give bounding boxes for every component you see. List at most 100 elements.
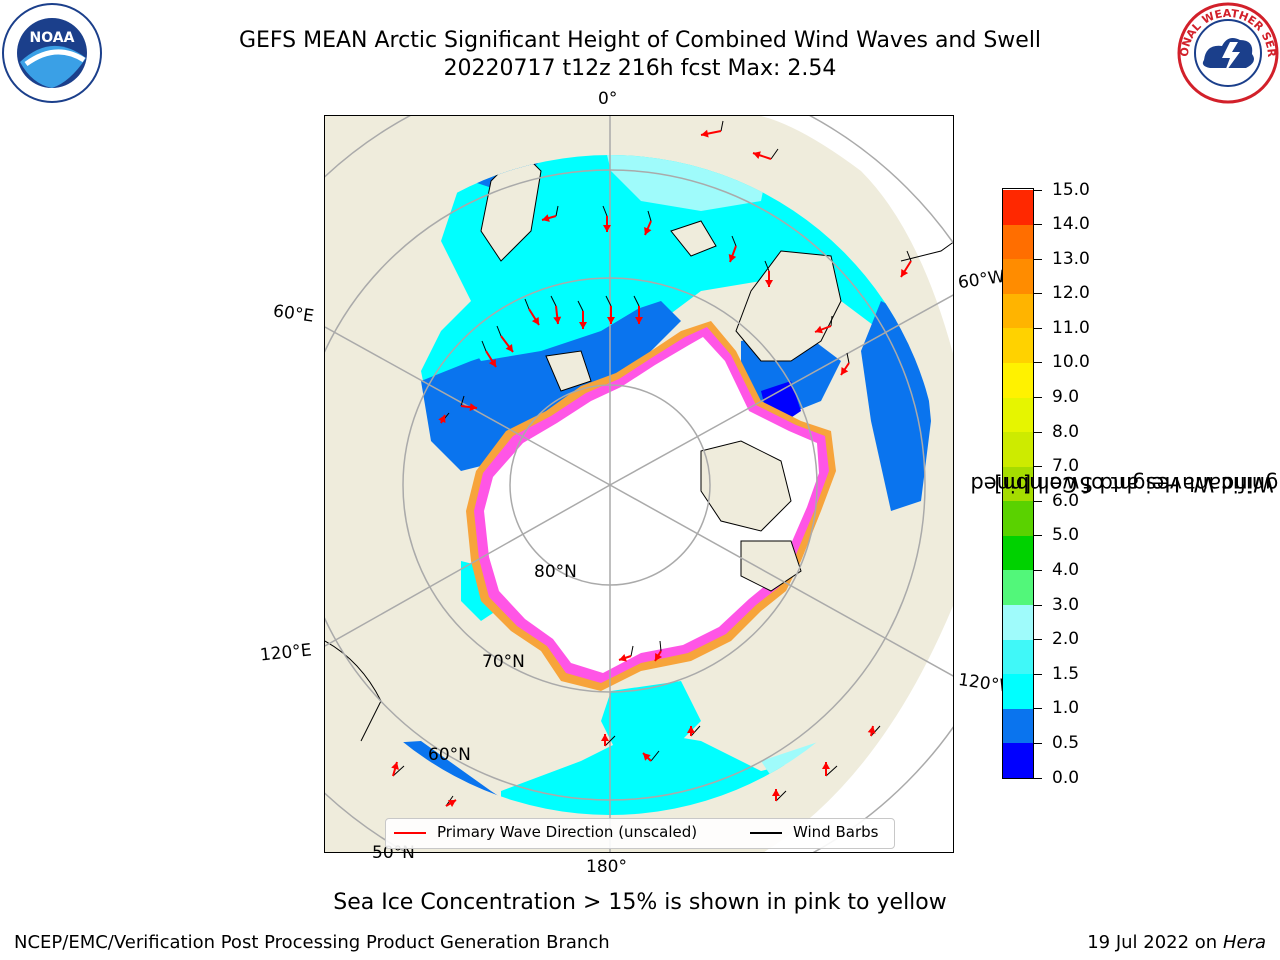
colorbar-tick-mark: [1034, 258, 1042, 260]
colorbar: [1002, 188, 1034, 779]
colorbar-tick-mark: [1034, 569, 1042, 571]
wave-direction-swatch: [394, 832, 426, 834]
colorbar-tick-label: 11.0: [1052, 317, 1090, 338]
colorbar-tick-mark: [1034, 708, 1042, 710]
wave-direction-arrowhead: [815, 325, 823, 334]
colorbar-segment: [1003, 708, 1033, 744]
wave-direction-legend-label: Primary Wave Direction (unscaled): [437, 823, 698, 841]
colorbar-tick-label: 9.0: [1052, 387, 1080, 408]
colorbar-segment: [1003, 569, 1033, 606]
wave-direction-arrowhead: [687, 726, 695, 733]
wind-barb: [633, 295, 640, 307]
colorbar-tick-label: 5.0: [1052, 525, 1080, 546]
colorbar-segment: [1003, 327, 1033, 363]
wave-direction-arrowhead: [531, 316, 539, 325]
outside-domain: [761, 116, 953, 354]
nws-logo: NATIONAL WEATHER SERVICE: [1171, 0, 1280, 104]
noaa-logo-text: NOAA: [30, 30, 75, 46]
colorbar-tick-label: 12.0: [1052, 283, 1090, 304]
lat-label-70n: 70°N: [482, 652, 525, 672]
wave-direction-arrowhead: [469, 403, 477, 412]
wave-direction-arrowhead: [822, 762, 830, 769]
arctic-wave-height-map: [324, 115, 954, 853]
colorbar-tick-mark: [1034, 189, 1042, 191]
map-canvas: [325, 116, 953, 852]
colorbar-title-line2: Wind Waves and Swell [m]: [994, 471, 1274, 496]
colorbar-segment: [1003, 673, 1033, 709]
colorbar-tick-mark: [1034, 431, 1042, 433]
greenland: [735, 250, 842, 362]
colorbar-tick-mark: [1034, 293, 1042, 295]
wave-direction-arrowhead: [701, 129, 709, 138]
wind-barb: [392, 765, 405, 777]
wind-barb-legend-label: Wind Barbs: [793, 823, 879, 841]
colorbar-tick-label: 1.0: [1052, 698, 1080, 719]
wave-direction-arrowhead: [765, 280, 773, 287]
wind-barb: [460, 395, 465, 407]
colorbar-tick-mark: [1034, 639, 1042, 641]
novaya-zemlya: [545, 350, 592, 392]
footer-machine: Hera: [1222, 932, 1266, 953]
wave-direction-arrowhead: [841, 366, 849, 375]
wind-barb: [690, 725, 701, 737]
wave-direction-arrowhead: [607, 317, 615, 324]
wave-direction-arrowhead: [644, 226, 652, 235]
lat-label-60n: 60°N: [428, 745, 471, 765]
lon-label-0: 0°: [598, 89, 618, 109]
wave-direction-arrowhead: [901, 268, 909, 277]
meridians: [325, 116, 953, 852]
wind-barb: [481, 340, 487, 352]
colorbar-segment: [1003, 466, 1033, 502]
colorbar-segment: [1003, 431, 1033, 467]
sea-ice-caption: Sea Ice Concentration > 15% is shown in …: [333, 890, 947, 915]
canadian-archipelago: [700, 440, 792, 532]
wind-barb: [825, 765, 838, 777]
wave-direction-arrowhead: [603, 225, 611, 232]
colorbar-segment: [1003, 189, 1033, 225]
wind-barb: [659, 640, 662, 652]
colorbar-tick-label: 6.0: [1052, 490, 1080, 511]
map-legend: Primary Wave Direction (unscaled) Wind B…: [385, 818, 895, 849]
wind-barb: [524, 298, 530, 310]
lon-label-180: 180°: [586, 857, 627, 877]
svalbard: [670, 220, 717, 257]
colorbar-segment: [1003, 362, 1033, 398]
colorbar-tick-mark: [1034, 466, 1042, 468]
wind-barb: [647, 210, 652, 222]
colorbar-segment: [1003, 742, 1033, 778]
wave-direction-arrowhead: [635, 317, 643, 324]
colorbar-tick-mark: [1034, 362, 1042, 364]
forecast-subtitle: 20220717 t12z 216h fcst Max: 2.54: [443, 56, 837, 81]
colorbar-tick-label: 14.0: [1052, 214, 1090, 235]
colorbar-tick-label: 3.0: [1052, 594, 1080, 615]
wind-barb: [764, 260, 770, 272]
colorbar-segment: [1003, 397, 1033, 433]
wave-direction-arrowhead: [655, 652, 663, 661]
colorbar-segment: [1003, 258, 1033, 294]
wind-barb: [775, 790, 787, 802]
wind-barb: [720, 120, 724, 132]
wind-barb: [870, 725, 881, 737]
colorbar-tick-mark: [1034, 604, 1042, 606]
wind-barb: [846, 352, 850, 364]
wind-barb: [577, 300, 584, 312]
coastline: [900, 241, 953, 262]
colorbar-tick-label: 0.5: [1052, 732, 1080, 753]
colorbar-segment: [1003, 293, 1033, 329]
colorbar-tick-mark: [1034, 397, 1042, 399]
colorbar-tick-mark: [1034, 673, 1042, 675]
wave-direction-arrowhead: [542, 214, 550, 222]
footer-date: 19 Jul 2022 on Hera: [1087, 932, 1266, 953]
colorbar-tick-mark: [1034, 742, 1042, 744]
wave-direction-arrowhead: [867, 726, 876, 734]
page-title: GEFS MEAN Arctic Significant Height of C…: [238, 28, 1042, 53]
wave-direction-arrows: [391, 120, 912, 808]
colorbar-tick-mark: [1034, 777, 1042, 779]
lon-label-120e: 120°E: [259, 640, 313, 666]
wind-barb: [602, 205, 608, 217]
canadian-archipelago: [740, 540, 802, 592]
footer-date-text: 19 Jul 2022 on: [1087, 932, 1223, 953]
colorbar-segment: [1003, 500, 1033, 536]
wind-barb: [496, 325, 502, 337]
high-wave-area: [601, 155, 771, 211]
